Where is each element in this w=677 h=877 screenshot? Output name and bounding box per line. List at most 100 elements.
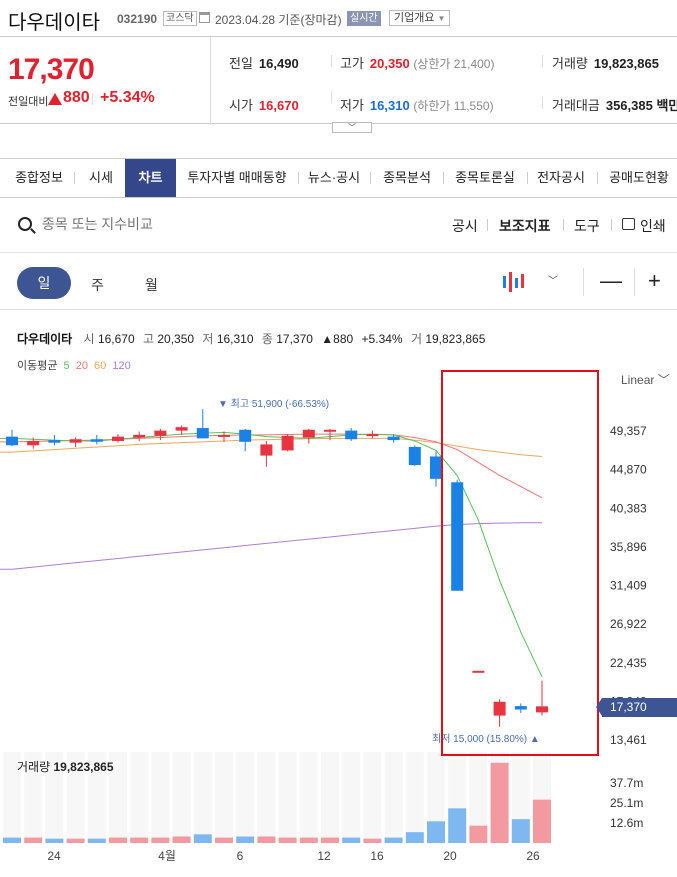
divider (92, 93, 93, 105)
divider (597, 172, 598, 184)
tab-discussion[interactable]: 종목토론실 (455, 170, 515, 185)
candle-body (90, 439, 103, 442)
volume-bar (448, 808, 467, 843)
info-close-label: 종 (261, 332, 273, 346)
volume-bg (172, 752, 191, 843)
x-tick-label: 24 (47, 849, 61, 863)
printer-icon[interactable] (622, 218, 635, 230)
volume-bar (215, 837, 233, 843)
tab-short-selling[interactable]: 공매도현황 (609, 170, 669, 185)
volume-bg (299, 752, 318, 843)
divider (331, 55, 332, 67)
volume-bg (151, 752, 170, 843)
highlight-box (441, 370, 599, 756)
period-month-button[interactable]: 월 (145, 277, 158, 293)
volume: 거래량 19,823,865 (552, 53, 659, 72)
volume-bar (66, 838, 85, 843)
current-price-tag: 17,370 (596, 698, 677, 717)
high-annotation: ▼ 최고 51,900 (-66.53%) (218, 398, 329, 410)
search-icon[interactable] (18, 217, 32, 231)
base-date: 2023.04.28 기준(장마감) (215, 13, 342, 27)
tab-analysis[interactable]: 종목분석 (383, 170, 431, 185)
divider (583, 268, 584, 296)
volume-tick-label: 25.1m (610, 796, 643, 810)
volume-bar (24, 837, 43, 843)
compare-search-input[interactable] (42, 216, 292, 232)
info-high: 20,350 (157, 332, 195, 346)
candle-body (387, 436, 400, 441)
candle-body (27, 440, 40, 446)
tab-investor-trading[interactable]: 투자자별 매매동향 (187, 170, 287, 185)
tab-chart[interactable]: 차트 (125, 159, 176, 197)
candle-body (196, 428, 209, 439)
zoom-out-button[interactable]: — (600, 268, 622, 293)
volume-bg (66, 752, 85, 843)
divider (527, 172, 528, 184)
volume-bar (87, 838, 106, 843)
stock-header: 다우데이타 032190 코스닥 2023.04.28 기준(장마감) 실시간 … (0, 0, 677, 36)
divider (331, 91, 332, 103)
period-day-button[interactable]: 일 (17, 267, 71, 299)
scale-label: Linear (621, 373, 655, 387)
change-amount: 880 (63, 89, 90, 106)
volume-bg (278, 752, 297, 843)
up-arrow-icon (48, 93, 62, 105)
zoom-in-button[interactable]: + (648, 268, 661, 293)
volume-bg (193, 752, 212, 843)
open-value: 16,670 (258, 98, 299, 113)
tab-quotes[interactable]: 시세 (89, 170, 113, 185)
volume-bg (45, 752, 64, 843)
candle-body (281, 435, 294, 451)
prev-close: 전일 16,490 (229, 53, 299, 72)
print-button[interactable]: 인쇄 (640, 218, 666, 234)
chart-type-dropdown-icon[interactable]: ﹀ (548, 276, 558, 287)
volume-bar (427, 821, 445, 843)
candle-body (239, 429, 252, 442)
divider (443, 172, 444, 184)
change-percent: +5.34% (100, 89, 155, 106)
tab-disclosure[interactable]: 전자공시 (537, 170, 585, 185)
divider (370, 172, 371, 184)
stock-tabs: 종합정보 시세 차트 투자자별 매매동향 뉴스·공시 종목분석 종목토론실 전자… (0, 158, 677, 198)
candle-body (48, 440, 61, 443)
volume-bar (490, 762, 509, 843)
indicator-button[interactable]: 보조지표 (499, 218, 551, 234)
y-tick-label: 49,357 (610, 424, 647, 438)
volume-bar (405, 832, 424, 843)
company-info-label: 기업개요 (394, 12, 435, 24)
volume-bar (3, 837, 21, 843)
high-label: 고가 (340, 56, 364, 71)
price-chart[interactable]: 49,357 44,870 40,383 35,896 31,409 26,922 22,4… (0, 390, 677, 877)
scale-dropdown[interactable]: Linear ﹀ (621, 371, 670, 388)
candle-body (302, 429, 315, 438)
ma120-legend: 120 (112, 360, 131, 372)
info-low-label: 저 (202, 332, 214, 346)
volume-bg (3, 752, 21, 843)
tab-overview[interactable]: 종합정보 (15, 170, 63, 185)
candle-body (366, 434, 379, 437)
candle-body (260, 444, 273, 456)
company-info-dropdown[interactable]: 기업개요 ▼ (389, 10, 451, 26)
high-value: 20,350 (369, 56, 410, 71)
tab-news[interactable]: 뉴스·공시 (307, 170, 361, 185)
volume-bar (533, 799, 551, 843)
expand-summary-button[interactable]: ﹀ (332, 122, 372, 133)
volume-bg (321, 752, 339, 843)
disclosure-button[interactable]: 공시 (452, 218, 478, 234)
volume-bg (215, 752, 233, 843)
info-pct: +5.34% (361, 332, 403, 346)
volume-bar (45, 838, 64, 843)
realtime-badge[interactable]: 실시간 (347, 11, 381, 26)
volume-bg (342, 752, 361, 843)
moving-average-legend[interactable]: 이동평균 5 20 60 120 (17, 357, 131, 373)
candlestick-icon[interactable] (501, 270, 527, 294)
volume-bar (193, 834, 212, 843)
period-week-button[interactable]: 주 (91, 277, 104, 293)
low-annotation: 최저 15,000 (15.80%) ▲ (432, 733, 540, 745)
volume-bar (172, 836, 191, 843)
tools-button[interactable]: 도구 (574, 218, 600, 234)
amount-value: 356,385 백만 (605, 98, 677, 113)
info-open: 16,670 (97, 332, 135, 346)
volume-bg (257, 752, 276, 843)
volume-bar (130, 837, 149, 843)
